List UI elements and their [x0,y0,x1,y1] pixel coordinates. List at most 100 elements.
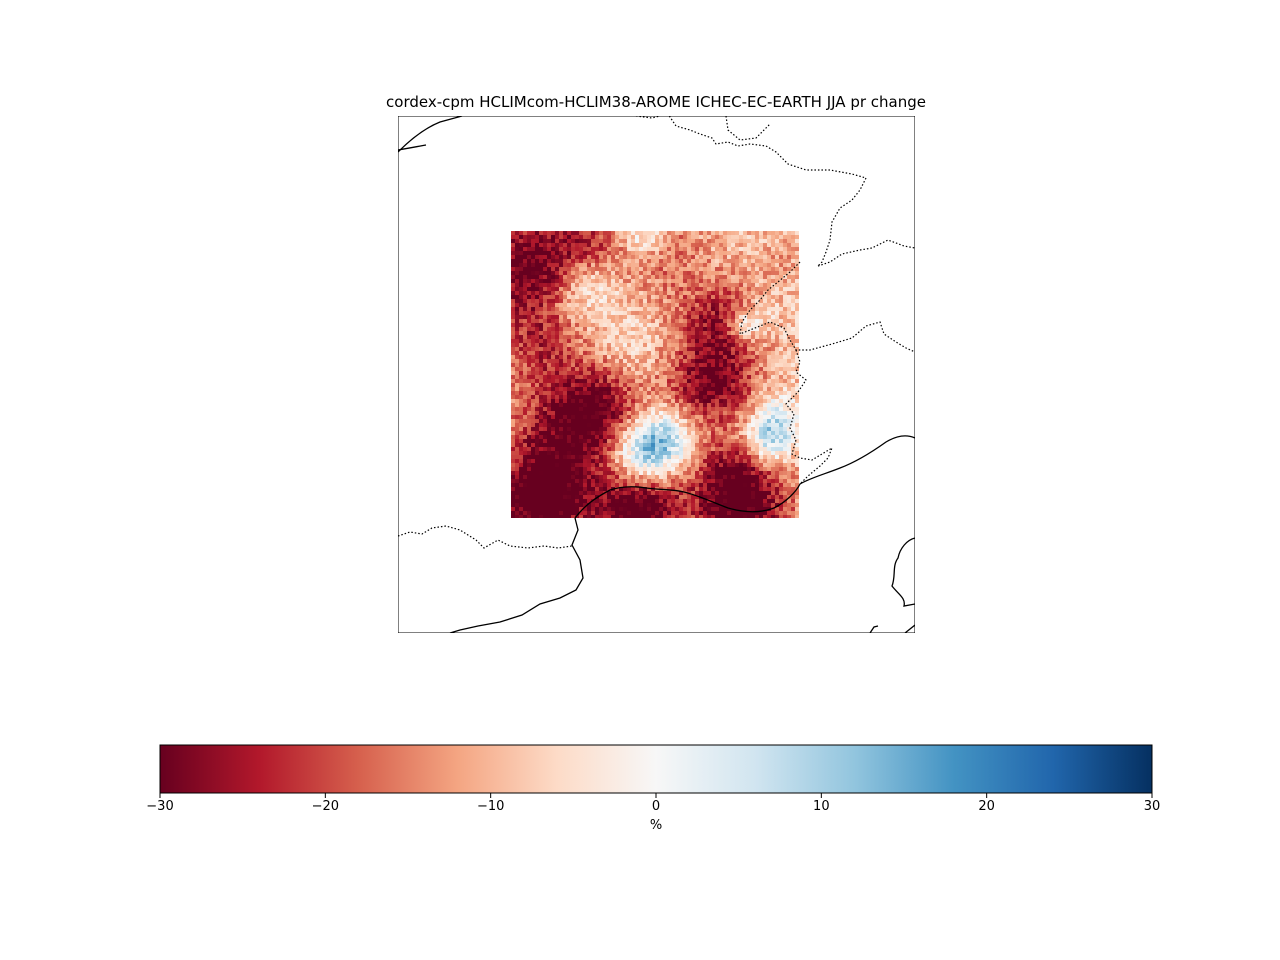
raster-cell [511,503,515,507]
raster-cell [595,343,599,347]
raster-cell [551,371,555,375]
raster-cell [515,407,519,411]
raster-cell [731,499,735,503]
raster-cell [683,319,687,323]
raster-cell [575,423,579,427]
raster-cell [715,355,719,359]
raster-cell [551,451,555,455]
raster-cell [775,367,779,371]
raster-cell [571,371,575,375]
raster-cell [751,495,755,499]
raster-cell [527,335,531,339]
raster-cell [735,251,739,255]
raster-cell [651,495,655,499]
raster-cell [619,411,623,415]
raster-cell [599,319,603,323]
raster-cell [611,419,615,423]
raster-cell [723,279,727,283]
raster-cell [511,299,515,303]
raster-cell [767,311,771,315]
raster-cell [551,415,555,419]
raster-cell [763,295,767,299]
raster-cell [651,367,655,371]
raster-cell [711,315,715,319]
raster-cell [671,291,675,295]
raster-cell [583,267,587,271]
raster-cell [539,463,543,467]
raster-cell [699,451,703,455]
raster-cell [563,487,567,491]
raster-cell [611,431,615,435]
raster-cell [747,235,751,239]
raster-cell [683,303,687,307]
raster-cell [735,451,739,455]
raster-cell [639,239,643,243]
raster-cell [515,403,519,407]
raster-cell [571,487,575,491]
raster-cell [779,255,783,259]
raster-cell [547,495,551,499]
raster-cell [555,391,559,395]
raster-cell [603,479,607,483]
raster-cell [575,335,579,339]
raster-cell [751,351,755,355]
raster-cell [611,363,615,367]
raster-cell [595,235,599,239]
raster-cell [595,443,599,447]
raster-cell [715,347,719,351]
raster-cell [575,391,579,395]
raster-cell [555,235,559,239]
raster-cell [551,471,555,475]
raster-cell [515,387,519,391]
raster-cell [603,279,607,283]
raster-cell [567,311,571,315]
raster-cell [687,451,691,455]
raster-cell [783,299,787,303]
raster-cell [739,451,743,455]
raster-cell [591,327,595,331]
raster-cell [663,403,667,407]
raster-cell [731,239,735,243]
raster-cell [591,231,595,235]
raster-cell [623,459,627,463]
raster-cell [707,503,711,507]
raster-cell [531,363,535,367]
raster-cell [715,259,719,263]
raster-cell [519,315,523,319]
raster-cell [527,459,531,463]
raster-cell [735,423,739,427]
raster-cell [655,359,659,363]
raster-cell [703,331,707,335]
raster-cell [583,271,587,275]
raster-cell [555,495,559,499]
raster-cell [699,355,703,359]
raster-cell [619,255,623,259]
raster-cell [691,243,695,247]
raster-cell [631,463,635,467]
raster-cell [659,399,663,403]
raster-cell [571,291,575,295]
raster-cell [539,243,543,247]
raster-cell [619,359,623,363]
raster-cell [723,271,727,275]
raster-cell [687,471,691,475]
raster-cell [647,255,651,259]
raster-cell [583,371,587,375]
raster-cell [643,431,647,435]
raster-cell [743,355,747,359]
raster-cell [651,355,655,359]
raster-cell [571,359,575,363]
raster-cell [563,291,567,295]
raster-cell [731,231,735,235]
raster-cell [687,435,691,439]
raster-cell [595,291,599,295]
raster-cell [691,419,695,423]
raster-cell [715,471,719,475]
raster-cell [651,443,655,447]
raster-cell [755,247,759,251]
raster-cell [599,327,603,331]
raster-cell [523,495,527,499]
raster-cell [571,415,575,419]
raster-cell [591,259,595,263]
raster-cell [783,359,787,363]
